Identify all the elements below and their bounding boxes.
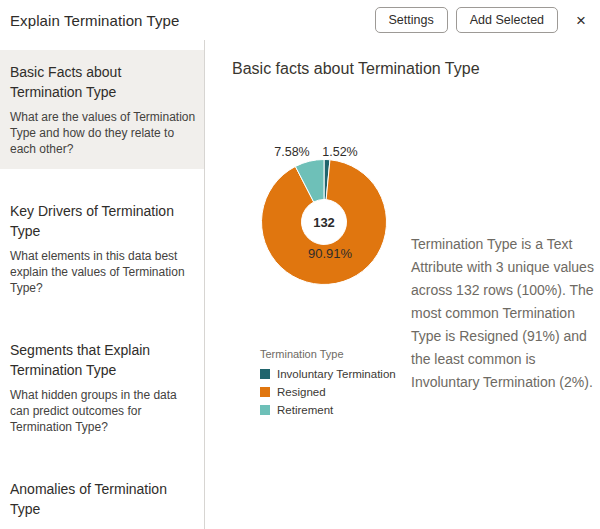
sidebar-item-segments[interactable]: Segments that Explain Termination Type W… xyxy=(0,328,204,447)
legend-label: Resigned xyxy=(277,386,326,398)
legend-swatch-retirement xyxy=(260,405,270,415)
legend-swatch-resigned xyxy=(260,387,270,397)
sidebar-item-basic-facts[interactable]: Basic Facts about Termination Type What … xyxy=(0,50,204,169)
legend-item-retirement: Retirement xyxy=(260,404,396,416)
dialog-body: Basic Facts about Termination Type What … xyxy=(0,40,600,529)
retirement-percent-label: 7.58% xyxy=(274,145,309,159)
resigned-percent-label: 90.91% xyxy=(308,246,352,261)
sidebar-item-title: Basic Facts about Termination Type xyxy=(10,62,196,102)
donut-center-total: 132 xyxy=(313,215,335,230)
header-actions: Settings Add Selected × xyxy=(375,7,586,33)
sidebar-item-description: What elements in this data best explain … xyxy=(10,248,196,296)
explain-dialog: Explain Termination Type Settings Add Se… xyxy=(0,0,600,529)
chart-legend: Termination Type Involuntary Termination… xyxy=(260,348,396,416)
legend-label: Involuntary Termination xyxy=(277,368,396,380)
settings-button[interactable]: Settings xyxy=(375,7,448,33)
sidebar-item-title: Anomalies of Termination Type xyxy=(10,479,196,519)
sidebar-item-description: What are the values of Termination Type … xyxy=(10,109,196,157)
sidebar: Basic Facts about Termination Type What … xyxy=(0,40,205,529)
involuntary-termination-percent-label: 1.52% xyxy=(322,145,357,159)
sidebar-item-title: Segments that Explain Termination Type xyxy=(10,340,196,380)
sidebar-item-anomalies[interactable]: Anomalies of Termination Type What group… xyxy=(0,467,204,529)
content-heading: Basic facts about Termination Type xyxy=(232,60,480,78)
add-selected-button[interactable]: Add Selected xyxy=(456,7,558,33)
close-icon[interactable]: × xyxy=(576,12,586,29)
summary-text: Termination Type is a Text Attribute wit… xyxy=(411,233,598,394)
sidebar-item-key-drivers[interactable]: Key Drivers of Termination Type What ele… xyxy=(0,189,204,308)
legend-label: Retirement xyxy=(277,404,333,416)
legend-item-involuntary-termination: Involuntary Termination xyxy=(260,368,396,380)
sidebar-item-title: Key Drivers of Termination Type xyxy=(10,201,196,241)
legend-item-resigned: Resigned xyxy=(260,386,396,398)
dialog-title: Explain Termination Type xyxy=(10,12,179,29)
dialog-header: Explain Termination Type Settings Add Se… xyxy=(0,0,600,40)
legend-swatch-involuntary-termination xyxy=(260,369,270,379)
main-panel: Basic facts about Termination Type 7.58%… xyxy=(205,40,600,529)
sidebar-item-description: What hidden groups in the data can predi… xyxy=(10,387,196,435)
legend-title: Termination Type xyxy=(260,348,396,360)
